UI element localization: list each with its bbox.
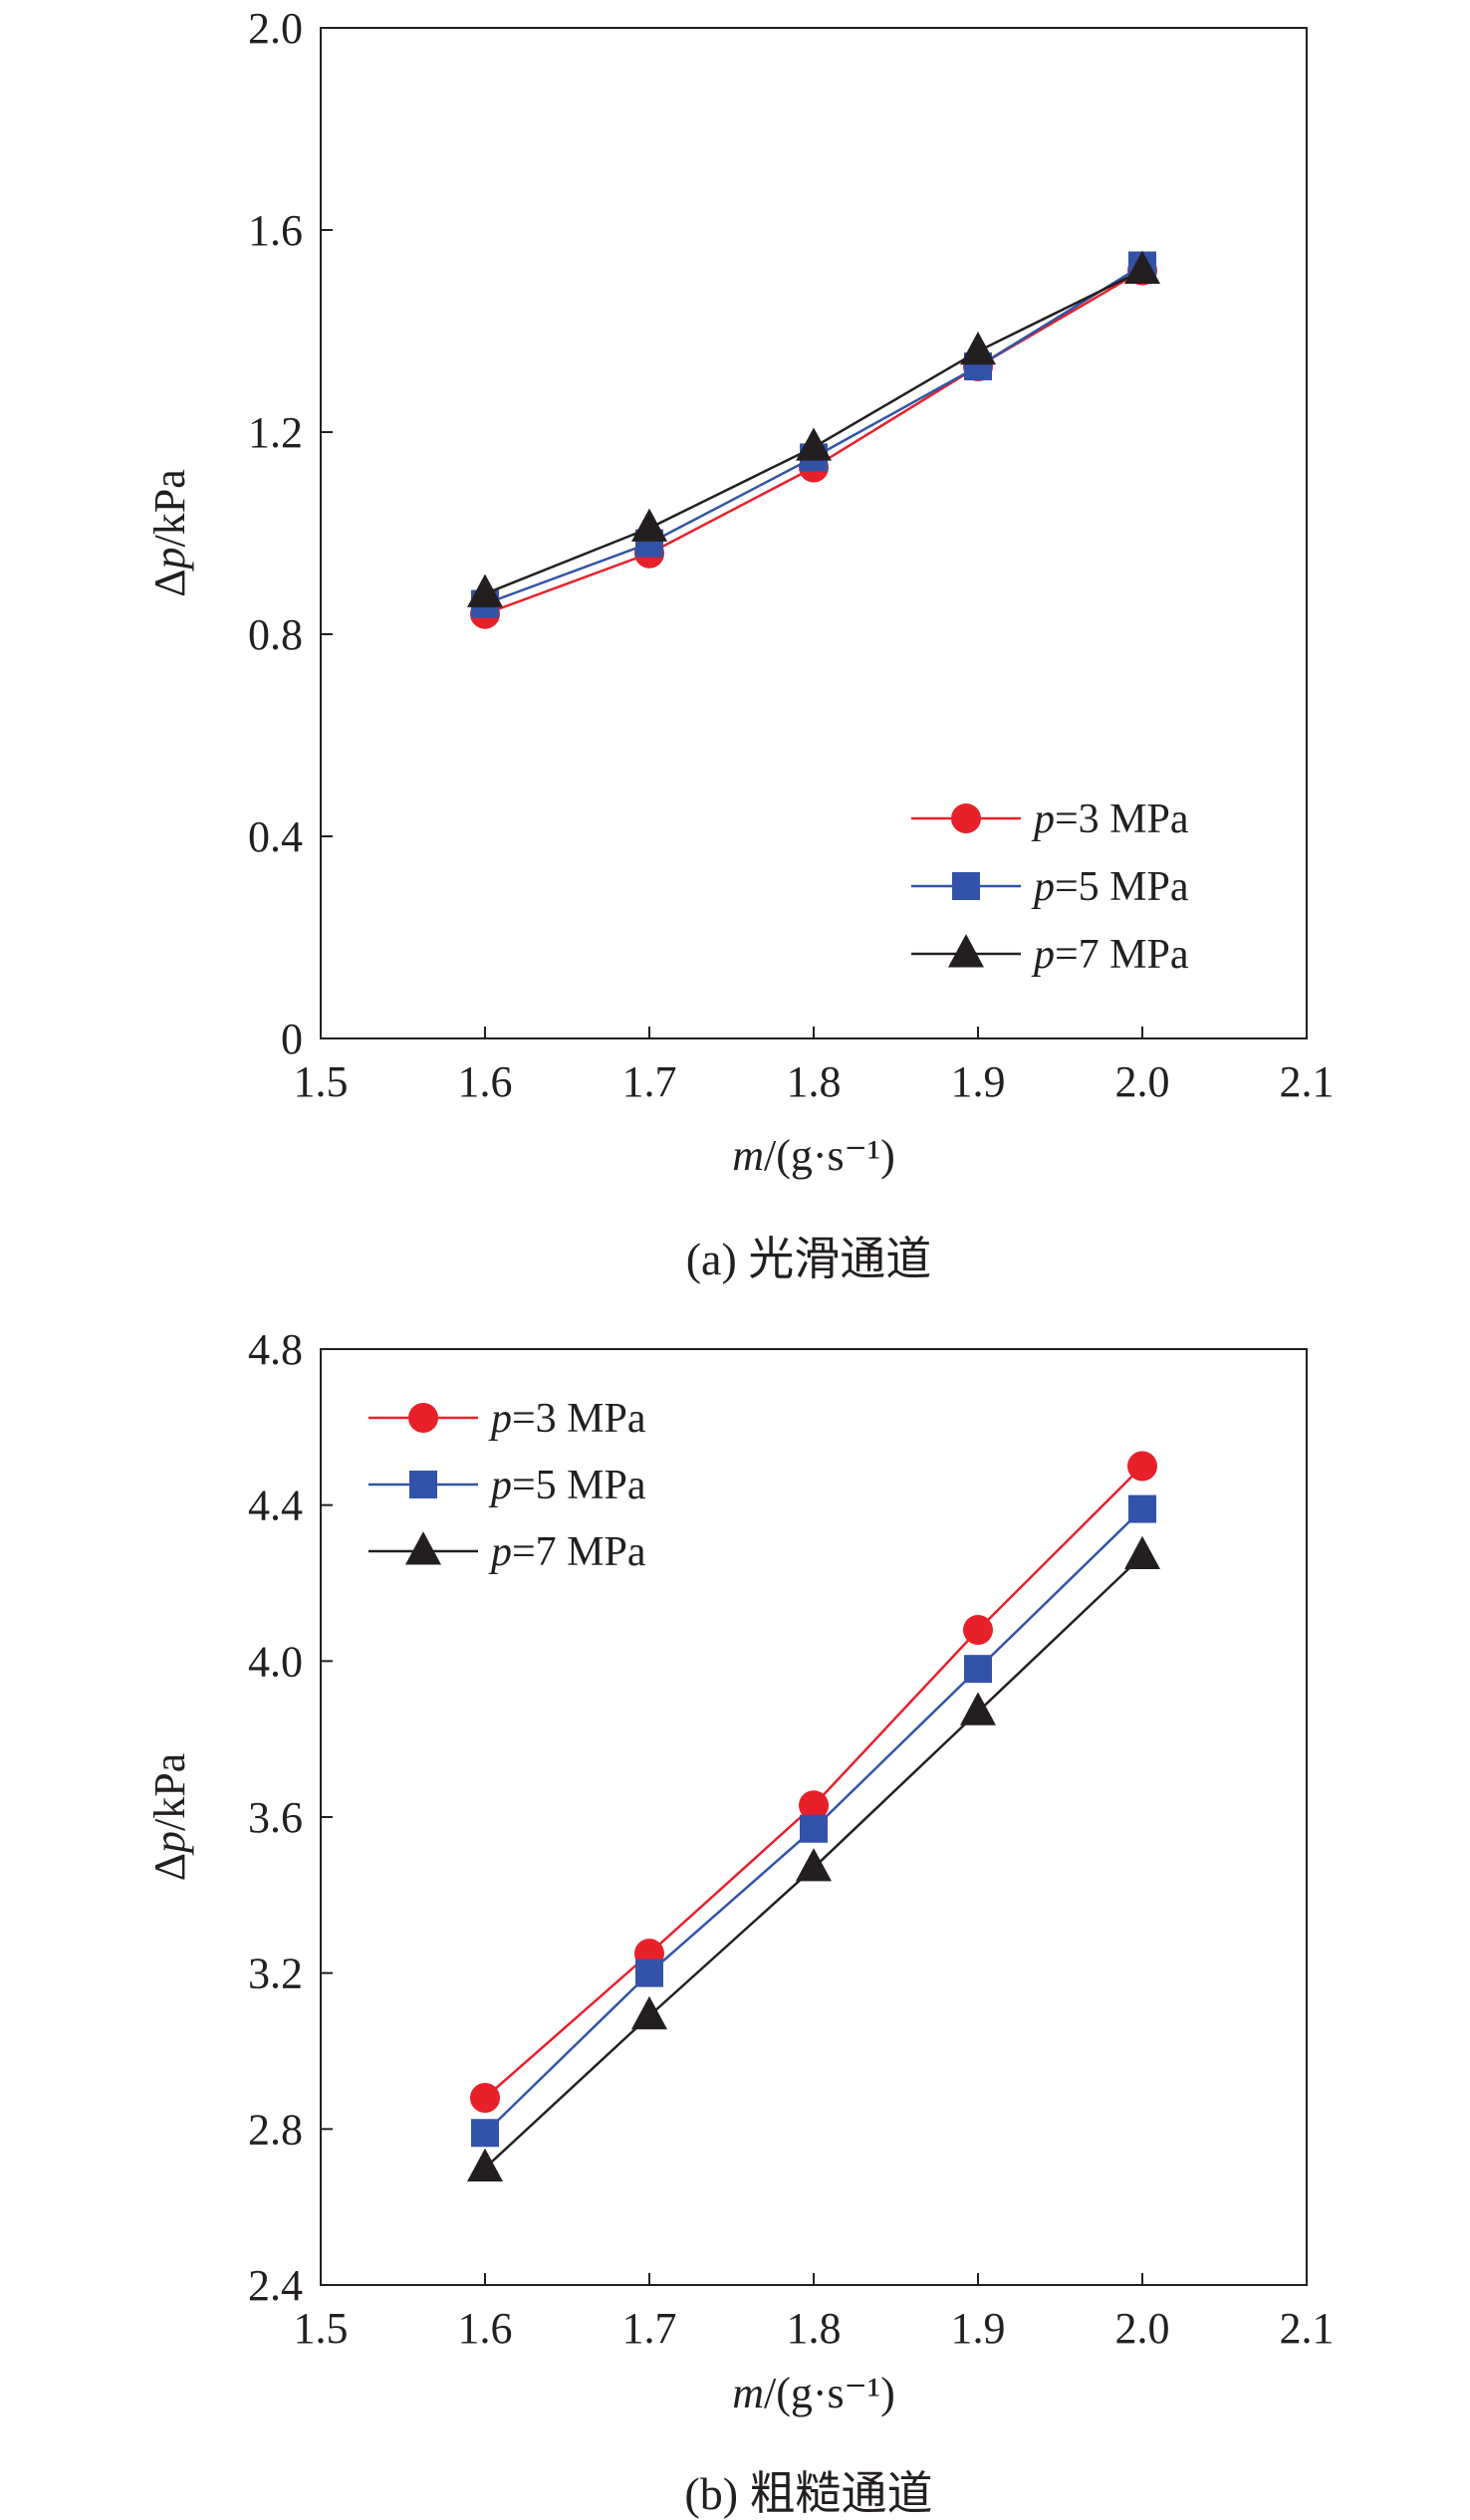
- legend: p=3 MPa p=5 MPa p=7 MPa: [911, 797, 1189, 978]
- y-tick-label: 2.8: [248, 2105, 303, 2154]
- data-point: [796, 1848, 832, 1882]
- data-point: [800, 1814, 828, 1843]
- data-point: [964, 1655, 992, 1684]
- x-tick-label: 1.9: [951, 1057, 1006, 1106]
- y-tick-label: 1.2: [248, 408, 303, 457]
- y-tick-label: 1.6: [248, 206, 303, 255]
- data-point: [471, 2119, 499, 2148]
- y-tick-label: 4.0: [248, 1637, 303, 1686]
- legend-label: p=5 MPa: [488, 1463, 646, 1508]
- x-tick-label: 1.8: [787, 1057, 842, 1106]
- y-tick-label: 3.6: [248, 1793, 303, 1842]
- legend-marker: [408, 1403, 438, 1433]
- y-tick-label: 0.4: [248, 812, 303, 861]
- data-point: [960, 331, 996, 365]
- y-axis-label: Δp/kPa: [145, 469, 194, 597]
- y-tick-label: 4.8: [248, 1325, 303, 1374]
- chart-caption: (a) 光滑通道: [686, 1234, 932, 1284]
- x-tick-label: 1.5: [294, 1057, 349, 1106]
- x-tick-label: 1.9: [951, 2304, 1006, 2353]
- x-tick-label: 2.0: [1115, 2304, 1170, 2353]
- legend-label: p=7 MPa: [488, 1529, 646, 1575]
- x-tick-label: 1.5: [294, 2304, 349, 2353]
- y-tick-label: 0: [281, 1015, 303, 1063]
- x-axis-label: m/(g·s⁻¹): [732, 1131, 895, 1180]
- data-point: [467, 573, 503, 607]
- legend-label: p=7 MPa: [1031, 932, 1189, 978]
- y-tick-label: 2.4: [248, 2261, 303, 2310]
- x-tick-label: 2.0: [1115, 1057, 1170, 1106]
- x-axis-label: m/(g·s⁻¹): [732, 2369, 895, 2417]
- x-tick-label: 1.7: [622, 1057, 677, 1106]
- y-tick-label: 2.0: [248, 4, 303, 53]
- x-tick-label: 1.6: [458, 1057, 513, 1106]
- data-point: [1127, 1451, 1157, 1482]
- data-point: [470, 2083, 500, 2113]
- legend-marker: [405, 1531, 441, 1565]
- data-point: [631, 1995, 667, 2030]
- chart-panel-b: 1.5 1.6 1.7 1.8 1.9 2.0 2.1 2.4 2.8 3.2 3.6 4.0 4.4 4…: [145, 1325, 1335, 2519]
- y-tick-label: 0.8: [248, 610, 303, 659]
- legend: p=3 MPa p=5 MPa p=7 MPa: [368, 1396, 646, 1575]
- x-tick-label: 1.7: [622, 2304, 677, 2353]
- legend-marker: [952, 872, 980, 900]
- data-point: [796, 427, 832, 461]
- series-3: [467, 1535, 1160, 2181]
- chart-caption: (b) 粗糙通道: [684, 2468, 932, 2519]
- legend-label: p=3 MPa: [1031, 797, 1189, 842]
- data-point: [1124, 250, 1160, 285]
- series-3: [467, 250, 1160, 607]
- data-point: [960, 1692, 996, 1725]
- legend-label: p=5 MPa: [1031, 864, 1189, 910]
- data-point: [799, 1790, 829, 1821]
- y-axis-label: Δp/kPa: [145, 1753, 194, 1882]
- y-tick-label: 3.2: [248, 1949, 303, 1998]
- data-point: [631, 508, 667, 542]
- data-point: [963, 1615, 993, 1645]
- data-point: [467, 2148, 503, 2181]
- data-point: [635, 1958, 663, 1987]
- legend-marker: [951, 803, 981, 833]
- series-2: [471, 1494, 1156, 2148]
- x-tick-label: 2.1: [1280, 2304, 1335, 2353]
- data-point: [1124, 1535, 1160, 1570]
- series-1: [470, 1451, 1157, 2113]
- data-point: [1128, 1494, 1156, 1523]
- x-tick-label: 2.1: [1280, 1057, 1335, 1106]
- x-tick-label: 1.8: [787, 2304, 842, 2353]
- x-tick-label: 1.6: [458, 2304, 513, 2353]
- legend-marker: [409, 1471, 437, 1498]
- y-tick-label: 4.4: [248, 1482, 303, 1530]
- chart-panel-a: 1.5 1.6 1.7 1.8 1.9 2.0 2.1 0 0.4 0.8 1.2 1.6 2.0 m/(…: [145, 4, 1335, 1284]
- legend-marker: [948, 934, 984, 968]
- legend-label: p=3 MPa: [488, 1396, 646, 1442]
